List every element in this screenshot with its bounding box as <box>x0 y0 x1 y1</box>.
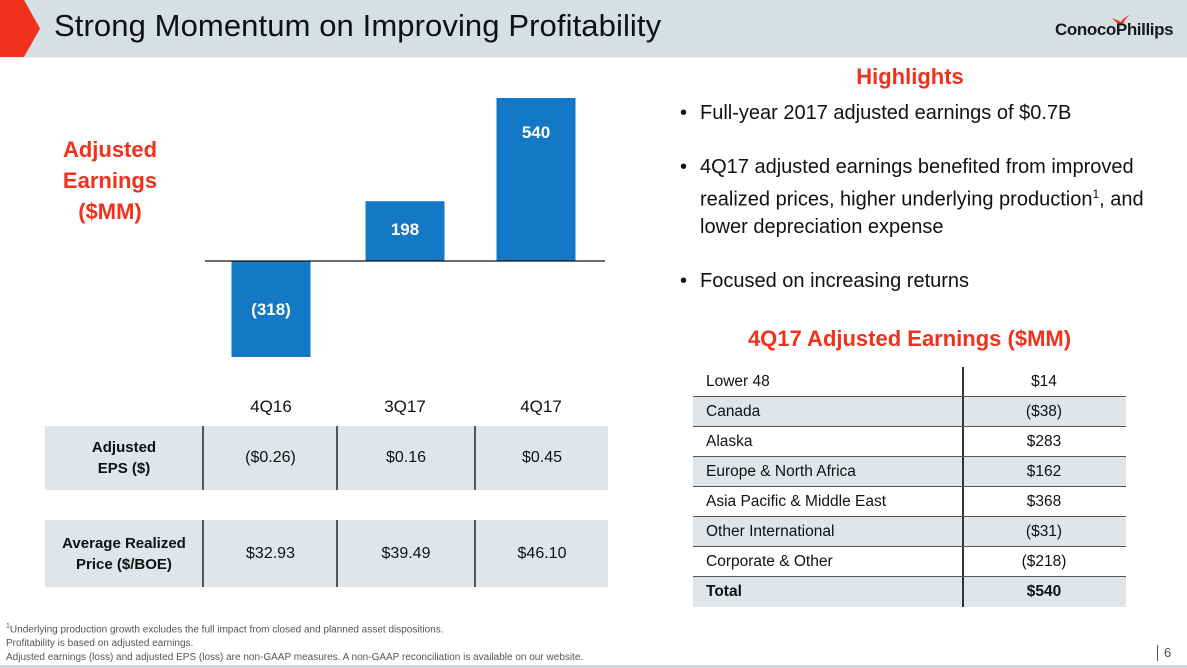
segment-value: $162 <box>1026 462 1062 480</box>
segment-earnings-table: Lower 48 $14 Canada ($38) Alaska $283 Europ… <box>693 367 1126 607</box>
bar-4Q17 <box>496 98 576 261</box>
chart-title-line: ($MM) <box>78 199 142 224</box>
bar-4Q16 <box>231 261 311 357</box>
eps-value: $0.45 <box>521 449 563 466</box>
column-divider <box>202 520 204 587</box>
logo-swoosh-icon <box>1112 15 1130 25</box>
column-divider <box>474 520 476 587</box>
footnote-line: Adjusted earnings (loss) and adjusted EP… <box>6 652 584 664</box>
segment-name: Corporate & Other <box>706 552 833 570</box>
adjusted-eps-row: Adjusted EPS ($) ($0.26) $0.16 $0.45 <box>45 426 608 490</box>
segment-table-title: 4Q17 Adjusted Earnings ($MM) <box>747 326 1072 351</box>
adjusted-earnings-chart: (318) 198 540 <box>205 98 605 357</box>
realized-price-row: Average Realized Price ($/BOE) $32.93 $39… <box>45 520 608 587</box>
company-logo: ConocoPhillips <box>1055 14 1174 44</box>
footnote-line: 1Underlying production growth excludes t… <box>6 623 444 636</box>
table-row: Asia Pacific & Middle East $368 <box>693 487 1126 517</box>
logo-text: ConocoPhillips <box>1055 20 1174 39</box>
segment-name: Alaska <box>706 432 753 450</box>
row-label: Adjusted EPS ($) <box>91 439 157 477</box>
chart-title: Adjusted Earnings ($MM) <box>40 134 180 227</box>
header-divider <box>0 57 1187 58</box>
highlight-bullet: Full-year 2017 adjusted earnings of $0.7… <box>680 100 1160 127</box>
chevron-accent-icon <box>0 0 40 57</box>
segment-name: Total <box>706 583 742 600</box>
segment-name: Europe & North Africa <box>706 462 856 480</box>
price-value: $39.49 <box>381 544 431 562</box>
highlight-bullet: Focused on increasing returns <box>680 268 1160 295</box>
bar-3Q17 <box>365 201 445 261</box>
highlights-title: Highlights <box>856 64 964 89</box>
column-divider <box>474 426 476 490</box>
bottom-divider <box>0 665 1187 668</box>
segment-value: ($218) <box>1021 552 1067 570</box>
segment-value: $283 <box>1026 432 1062 450</box>
footnote-line: Profitability is based on adjusted earni… <box>6 638 194 650</box>
table-row: Corporate & Other ($218) <box>693 547 1126 577</box>
highlight-bullet: 4Q17 adjusted earnings benefited from im… <box>680 154 1160 241</box>
column-divider <box>336 426 338 490</box>
chart-title-line: Adjusted <box>62 137 158 162</box>
page-number: 6 <box>1157 645 1171 661</box>
data-label-4Q16: (318) <box>251 300 291 319</box>
quarter-label: 3Q17 <box>384 397 426 416</box>
column-divider <box>202 426 204 490</box>
eps-value: $0.16 <box>385 449 427 466</box>
segment-value: ($31) <box>1025 522 1063 540</box>
data-label-4Q17: 540 <box>522 123 550 142</box>
table-row: Europe & North Africa $162 <box>693 457 1126 487</box>
row-label: Average Realized Price ($/BOE) <box>62 534 186 573</box>
table-row: Canada ($38) <box>693 397 1126 427</box>
chart-title-line: Earnings <box>62 168 158 193</box>
table-row: Other International ($31) <box>693 517 1126 547</box>
segment-name: Canada <box>706 402 761 420</box>
price-value: $46.10 <box>517 544 567 562</box>
table-row: Alaska $283 <box>693 427 1126 457</box>
slide-title: Strong Momentum on Improving Profitabili… <box>54 8 662 43</box>
quarter-label: 4Q17 <box>520 397 562 416</box>
segment-name: Other International <box>706 522 835 540</box>
table-row: Lower 48 $14 <box>693 367 1126 397</box>
segment-value: $540 <box>1026 583 1062 600</box>
slide-header: Strong Momentum on Improving Profitabili… <box>0 0 1187 57</box>
footnotes: 1Underlying production growth excludes t… <box>6 620 583 665</box>
data-label-3Q17: 198 <box>391 220 419 239</box>
quarter-label: 4Q16 <box>250 397 292 416</box>
segment-value: $14 <box>1031 372 1057 390</box>
eps-value: ($0.26) <box>245 449 296 466</box>
column-divider <box>336 520 338 587</box>
total-row: Total $540 <box>693 577 1126 607</box>
segment-value: ($38) <box>1025 402 1063 420</box>
segment-name: Asia Pacific & Middle East <box>706 492 887 510</box>
price-value: $32.93 <box>246 544 295 562</box>
segment-name: Lower 48 <box>706 372 770 390</box>
highlights-list: Full-year 2017 adjusted earnings of $0.7… <box>680 100 1160 322</box>
segment-value: $368 <box>1026 492 1062 510</box>
